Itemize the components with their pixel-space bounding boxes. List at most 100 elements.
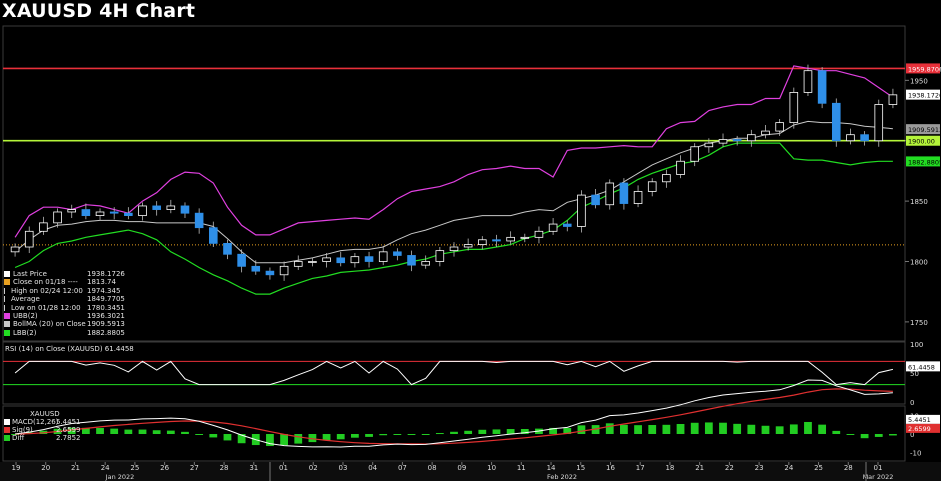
price-tick-label: 1750 — [910, 319, 928, 327]
macd-hist-bar — [124, 429, 133, 434]
macd-hist-bar — [450, 431, 458, 434]
macd-hist-bar — [266, 434, 274, 447]
rsi-line — [14, 360, 894, 386]
bear-candle — [364, 256, 374, 262]
bear-candle — [562, 223, 572, 227]
rsi-panel-frame — [2, 341, 906, 405]
bull-candle — [548, 223, 558, 232]
macd-hist-bar — [308, 434, 317, 443]
bull-candle — [633, 191, 643, 204]
bull-candle — [761, 130, 770, 136]
macd-hist-bar — [506, 429, 515, 434]
last-price-tag-bg — [906, 89, 940, 100]
bear-candle — [251, 265, 261, 272]
rsi-tag-bg — [906, 361, 940, 372]
bull-candle — [322, 257, 331, 262]
x-day-label: 01 — [279, 464, 288, 472]
legend-value: 1849.7705 — [87, 295, 125, 304]
macd-legend-label: Diff — [12, 434, 25, 442]
rsi-tick-label: 50 — [910, 370, 919, 378]
bear-candle — [81, 209, 91, 217]
macd-line — [15, 379, 893, 448]
chart-title: XAUUSD 4H Chart — [2, 0, 196, 22]
macd-hist-bar — [67, 427, 76, 434]
ma-tag-bg — [906, 124, 940, 135]
x-day-label: 02 — [309, 464, 318, 472]
macd-legend-swatch — [4, 435, 10, 441]
bear-candle — [194, 212, 204, 229]
legend-marker-icon — [4, 296, 8, 303]
x-day-label: 21 — [695, 464, 704, 472]
legend-label: BollMA (20) on Close — [13, 320, 86, 329]
x-axis-band — [0, 462, 941, 481]
bear-candle — [831, 102, 841, 142]
bull-candle — [435, 250, 445, 262]
legend-swatch — [4, 312, 10, 319]
bear-candle — [336, 257, 346, 264]
macd-tag-bg — [906, 414, 940, 424]
macd-hist-bar — [478, 429, 487, 434]
bull-candle — [478, 239, 487, 245]
bull-candle — [463, 244, 473, 248]
legend-value: 1974.345 — [87, 286, 121, 295]
macd-hist-bar — [350, 434, 359, 438]
x-day-label: 18 — [665, 464, 674, 472]
price-tags: 1959.8706 1938.1726 1909.5913 1900.00 1882.8… — [906, 63, 941, 167]
bear-candle — [180, 205, 190, 214]
macd-legend-row: MACD(12,26) 5.4451 — [4, 418, 82, 426]
price-tick-label: 1850 — [910, 198, 928, 206]
macd-hist-bar — [138, 429, 147, 434]
bear-candle — [591, 194, 600, 206]
bull-candle — [10, 246, 20, 253]
bull-candle — [449, 246, 459, 252]
legend-label: Average — [11, 295, 40, 304]
bear-candle — [492, 239, 501, 242]
bull-candle — [647, 181, 657, 192]
bull-candle — [888, 94, 898, 105]
legend-swatch — [4, 329, 10, 336]
price-panel-frame — [2, 25, 906, 342]
x-axis: 19 20 21 24 25 26 27 28 31 01 02 03 04 07 08 09 10 11 14 15… — [12, 462, 893, 481]
bull-candle — [718, 139, 728, 144]
macd-legend-title: XAUUSD — [30, 410, 60, 418]
support-tag: 1900.00 — [908, 138, 935, 146]
x-day-label: 28 — [220, 464, 229, 472]
legend-row: Close on 01/18 ---- 1813.74 — [4, 278, 122, 286]
last-price-tag: 1938.1726 — [908, 92, 941, 100]
macd-hist-bar — [789, 424, 798, 434]
bear-candle — [817, 70, 827, 104]
macd-tag: 5.4451 — [908, 416, 931, 424]
x-day-label: 23 — [755, 464, 764, 472]
bear-candle — [237, 253, 246, 267]
macd-hist-bar — [690, 422, 699, 434]
macd-hist-bar — [846, 434, 855, 435]
macd-hist-bar — [379, 434, 388, 436]
bull-candle — [704, 142, 714, 148]
x-day-label: 20 — [41, 464, 50, 472]
legend-swatch — [4, 279, 10, 286]
macd-hist-bar — [365, 434, 373, 437]
price-tick-label: 1950 — [910, 77, 928, 85]
macd-hist-bar — [889, 434, 897, 436]
x-day-label: 22 — [725, 464, 734, 472]
x-day-label: 11 — [517, 464, 526, 472]
macd-hist-bar — [223, 434, 232, 441]
bull-candle — [378, 251, 388, 262]
macd-legend-label: MACD(12,26) — [12, 418, 59, 426]
x-day-label: 19 — [12, 464, 21, 472]
bear-candle — [152, 205, 161, 210]
legend-value: 1813.74 — [87, 278, 116, 287]
x-day-label: 24 — [784, 464, 793, 472]
bear-candle — [209, 227, 218, 244]
legend-label: Close on 01/18 ---- — [13, 278, 78, 287]
macd-hist-bar — [237, 434, 246, 444]
x-day-label: 24 — [101, 464, 110, 472]
legend-row: LBB(2) 1882.8805 — [4, 329, 125, 337]
bull-candle — [520, 236, 530, 239]
macd-hist-bar — [860, 434, 869, 439]
x-day-label: 31 — [249, 464, 258, 472]
macd-hist-bar — [832, 430, 841, 434]
macd-hist-bar — [322, 434, 331, 441]
bull-candle — [789, 92, 799, 124]
bull-candle — [506, 236, 515, 242]
